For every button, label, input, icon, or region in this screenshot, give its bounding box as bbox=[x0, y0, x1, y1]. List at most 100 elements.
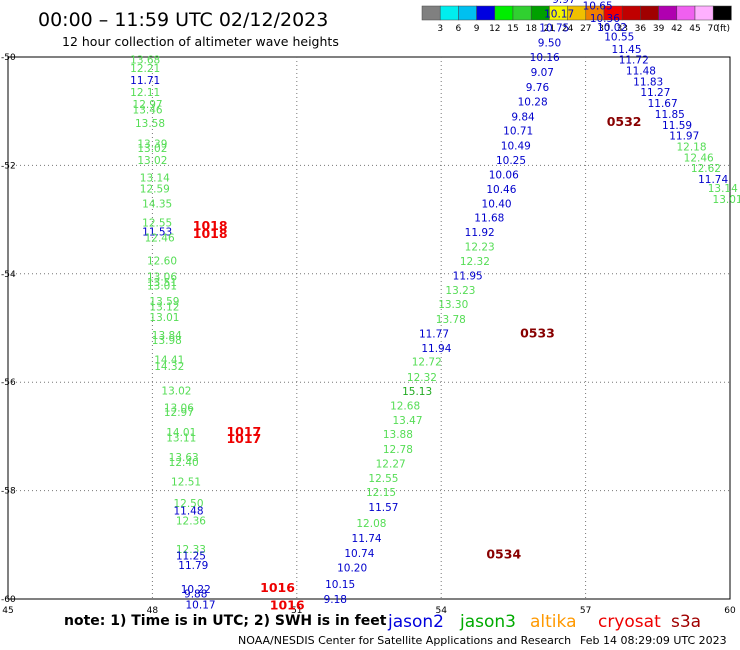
data-label: 14.35 bbox=[142, 198, 172, 210]
footer-note: note: 1) Time is in UTC; 2) SWH is in fe… bbox=[64, 613, 387, 629]
legend-label: 18 bbox=[525, 24, 537, 34]
data-label: 11.25 bbox=[176, 551, 206, 563]
data-label: 12.50 bbox=[173, 498, 203, 510]
data-label: 12.23 bbox=[465, 242, 495, 254]
data-label: 13.06 bbox=[147, 272, 177, 284]
data-label: 12.32 bbox=[460, 256, 490, 268]
data-label: 11.71 bbox=[130, 75, 160, 87]
legend-swatch bbox=[694, 5, 714, 21]
data-label: 12.08 bbox=[356, 518, 386, 530]
legend-swatch bbox=[658, 5, 678, 21]
footer-credit: NOAA/NESDIS Center for Satellite Applica… bbox=[238, 634, 571, 647]
data-label: 12.21 bbox=[130, 63, 160, 75]
x-tick-label: 48 bbox=[147, 606, 159, 616]
data-label: 13.14 bbox=[140, 172, 170, 184]
legend-label: 42 bbox=[671, 24, 682, 34]
footer-timestamp: Feb 14 08:29:09 UTC 2023 bbox=[580, 634, 727, 647]
data-label: 12.40 bbox=[169, 457, 199, 469]
legend-label: 36 bbox=[635, 24, 647, 34]
data-label: 9.07 bbox=[531, 67, 554, 79]
data-label: 13.01 bbox=[713, 194, 740, 206]
data-label: 13.11 bbox=[166, 432, 196, 444]
x-tick-label: 57 bbox=[580, 606, 591, 616]
data-label: 12.60 bbox=[147, 255, 177, 267]
data-label: 10.75 bbox=[539, 23, 569, 35]
legend-label: 6 bbox=[456, 24, 462, 34]
data-label: 9.84 bbox=[511, 112, 535, 124]
y-tick-label: -54 bbox=[1, 270, 16, 280]
data-label: 13.12 bbox=[149, 301, 179, 313]
data-label: 11.74 bbox=[352, 533, 382, 545]
data-label: 10.65 bbox=[583, 1, 613, 13]
satellite-jason3: jason3 bbox=[459, 612, 516, 632]
data-label: 13.51 bbox=[147, 277, 177, 289]
data-label: 12.59 bbox=[140, 184, 170, 196]
data-label: 10.71 bbox=[503, 126, 533, 138]
data-label: 13.30 bbox=[438, 299, 468, 311]
data-label: 12.97 bbox=[133, 99, 163, 111]
data-label: 10.22 bbox=[181, 584, 211, 596]
data-label: 15.13 bbox=[402, 386, 432, 398]
data-label: 11.77 bbox=[419, 328, 449, 340]
y-tick-label: -56 bbox=[1, 378, 16, 388]
data-label: 11.68 bbox=[474, 212, 504, 224]
legend-label: 33 bbox=[616, 24, 627, 34]
data-label: 13.39 bbox=[137, 139, 167, 151]
legend-swatch bbox=[476, 5, 496, 21]
data-label: 10.28 bbox=[518, 96, 548, 108]
legend-swatch bbox=[712, 5, 732, 21]
data-label: 9.18 bbox=[324, 594, 347, 606]
data-label: 1016 bbox=[270, 598, 305, 613]
legend-label: 45 bbox=[689, 24, 700, 34]
data-label: 12.18 bbox=[676, 141, 706, 153]
data-label: 11.48 bbox=[173, 506, 203, 518]
data-label: 11.83 bbox=[633, 76, 663, 88]
data-label: 13.02 bbox=[137, 155, 167, 167]
data-label: 0533 bbox=[520, 325, 555, 340]
data-label: 12.72 bbox=[412, 357, 442, 369]
legend-swatch bbox=[421, 5, 441, 21]
data-label: 1017 bbox=[226, 424, 261, 439]
data-label: 11.74 bbox=[698, 174, 728, 186]
page-subtitle: 12 hour collection of altimeter wave hei… bbox=[62, 34, 339, 49]
legend-label: 27 bbox=[580, 24, 591, 34]
data-label: 0532 bbox=[607, 114, 642, 129]
data-label: 13.68 bbox=[130, 55, 160, 67]
data-label: 11.59 bbox=[662, 120, 692, 132]
data-label: 1016 bbox=[260, 580, 295, 595]
data-label: 12.78 bbox=[383, 444, 413, 456]
data-label: 10.36 bbox=[590, 13, 620, 25]
data-label: 1018 bbox=[193, 226, 228, 241]
data-label: 9.88 bbox=[184, 589, 207, 601]
satellite-jason2: jason2 bbox=[387, 612, 444, 632]
data-label: 11.85 bbox=[655, 109, 685, 121]
data-label: 11.67 bbox=[648, 98, 678, 110]
data-label: 10.17 bbox=[186, 599, 216, 611]
data-label: 11.48 bbox=[626, 66, 656, 78]
data-label: 13.01 bbox=[147, 281, 177, 293]
data-label: 13.84 bbox=[152, 330, 182, 342]
legend-label: 30 bbox=[598, 24, 610, 34]
legend-label: 9 bbox=[474, 24, 480, 34]
data-label: 9.97 bbox=[552, 0, 575, 6]
legend-unit: (ft) bbox=[716, 24, 730, 34]
data-label: 12.51 bbox=[171, 476, 201, 488]
data-label: 12.55 bbox=[142, 217, 172, 229]
data-label: 13.01 bbox=[149, 312, 179, 324]
data-label: 10.20 bbox=[337, 563, 367, 575]
data-label: 13.14 bbox=[708, 183, 738, 195]
data-label: 14.32 bbox=[154, 361, 184, 373]
data-label: 13.02 bbox=[137, 143, 167, 155]
legend-label: 24 bbox=[562, 24, 574, 34]
data-label: 10.40 bbox=[482, 198, 512, 210]
data-label: 10.15 bbox=[325, 579, 355, 591]
data-label: 10.17 bbox=[544, 9, 574, 21]
data-label: 11.72 bbox=[619, 55, 649, 67]
data-label: 12.46 bbox=[684, 152, 714, 164]
data-label: 12.15 bbox=[366, 487, 396, 499]
page-title: 00:00 – 11:59 UTC 02/12/2023 bbox=[38, 9, 328, 31]
data-label: 10.25 bbox=[496, 155, 526, 167]
data-label: 11.94 bbox=[421, 343, 451, 355]
x-tick-label: 54 bbox=[435, 606, 447, 616]
